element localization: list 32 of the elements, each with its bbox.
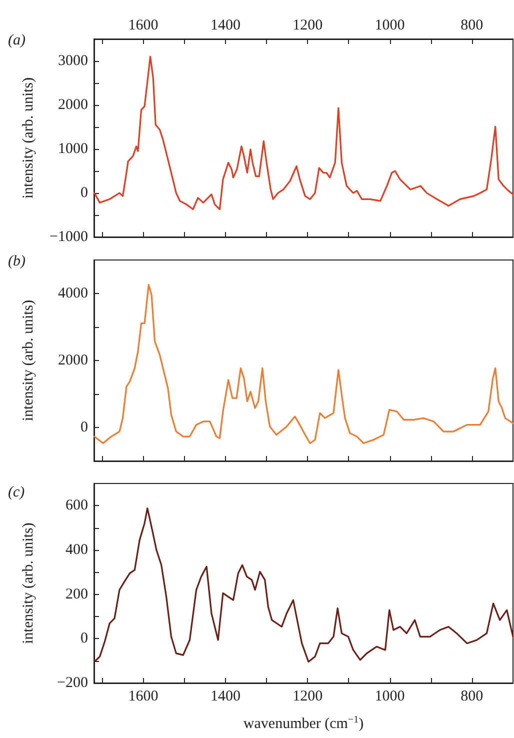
y-tick-label: 200 bbox=[66, 586, 88, 602]
line-series bbox=[94, 56, 514, 210]
y-tick-label: 600 bbox=[66, 498, 88, 514]
y-tick-label: 0 bbox=[80, 420, 88, 436]
y-tick-label: 4000 bbox=[58, 286, 88, 302]
y-axis-title: intensity (arb. units) bbox=[20, 522, 36, 644]
y-tick-label: 1000 bbox=[58, 141, 88, 157]
y-tick-label: 2000 bbox=[58, 352, 88, 368]
x2-tick-label: 1600 bbox=[128, 18, 158, 34]
x-tick-label: 1000 bbox=[374, 688, 405, 704]
y-tick-label: 2000 bbox=[58, 97, 88, 113]
x-tick-label: 800 bbox=[460, 688, 484, 704]
line-series bbox=[94, 284, 514, 444]
x2-tick-label: 1400 bbox=[210, 18, 240, 34]
y-tick-label: −200 bbox=[57, 675, 88, 691]
y-axis-title: intensity (arb. units) bbox=[20, 77, 36, 199]
y-tick-label: 400 bbox=[66, 542, 88, 558]
chart-title: (b) bbox=[8, 254, 26, 270]
x-tick-label: 1600 bbox=[128, 688, 158, 704]
chart-title: (c) bbox=[8, 484, 25, 500]
y-tick-label: 0 bbox=[80, 630, 88, 647]
y-tick-label: −1000 bbox=[50, 229, 88, 245]
x2-tick-label: 1200 bbox=[292, 18, 323, 34]
chart-title: (a) bbox=[8, 32, 26, 48]
y-tick-label: 3000 bbox=[58, 53, 88, 69]
x2-tick-label: 800 bbox=[460, 18, 484, 34]
y-axis-title: intensity (arb. units) bbox=[20, 300, 36, 422]
y-tick-label: 0 bbox=[80, 185, 88, 201]
x-tick-label: 1400 bbox=[210, 688, 240, 704]
x-tick-label: 1200 bbox=[292, 688, 323, 704]
x2-tick-label: 1000 bbox=[374, 18, 405, 34]
line-series bbox=[94, 508, 514, 663]
